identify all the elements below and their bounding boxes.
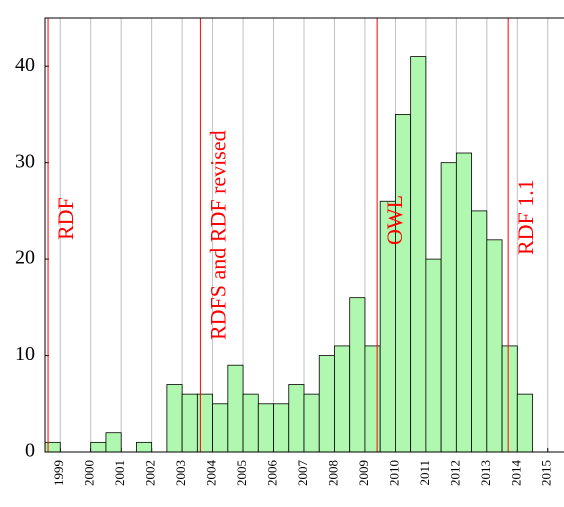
x-tick-label: 2013 xyxy=(478,460,493,486)
bar xyxy=(166,384,183,453)
x-tick-label: 2012 xyxy=(447,460,462,486)
x-tick-label: 2004 xyxy=(204,460,219,487)
x-tick-label: 2001 xyxy=(112,460,127,486)
plot-frame xyxy=(44,17,564,453)
bar xyxy=(105,432,122,453)
x-tick-label: 2015 xyxy=(539,460,554,486)
bar xyxy=(410,56,427,453)
x-tick-label: 2014 xyxy=(508,460,523,487)
x-tick-label: 2003 xyxy=(173,460,188,486)
y-tick-label: 0 xyxy=(25,440,35,462)
bar xyxy=(364,345,381,453)
bar xyxy=(303,393,320,453)
bar xyxy=(90,441,107,453)
bar xyxy=(349,297,366,453)
x-tick-label: 2010 xyxy=(386,460,401,486)
annotation-label: RDFS and RDF revised xyxy=(205,130,230,340)
bar xyxy=(318,355,335,453)
y-tick-label: 20 xyxy=(15,247,35,269)
y-tick-label: 30 xyxy=(15,150,35,172)
annotation-label: RDF xyxy=(53,197,78,240)
bar xyxy=(242,393,259,453)
x-tick-label: 2002 xyxy=(143,460,158,486)
annotation-label: RDF 1.1 xyxy=(513,179,538,255)
bar xyxy=(212,403,229,453)
bar xyxy=(501,345,518,453)
x-tick-label: 2005 xyxy=(234,460,249,486)
x-tick-label: 2011 xyxy=(417,460,432,486)
bar xyxy=(471,210,488,453)
bar xyxy=(257,403,274,453)
bar xyxy=(181,393,198,453)
annotation-label: OWL xyxy=(382,195,407,245)
x-tick-label: 2006 xyxy=(265,460,280,487)
bar xyxy=(395,114,412,453)
bar xyxy=(44,441,61,453)
x-tick-label: 2009 xyxy=(356,460,371,486)
y-tick-label: 10 xyxy=(15,343,35,365)
bar xyxy=(288,384,305,453)
bar xyxy=(227,364,244,453)
x-tick-label: 1999 xyxy=(51,460,66,486)
bar xyxy=(334,345,351,453)
bar xyxy=(455,152,472,453)
bar xyxy=(196,393,213,453)
x-tick-label: 2000 xyxy=(82,460,97,486)
bar xyxy=(486,239,503,453)
bar xyxy=(516,393,533,453)
y-tick-label: 40 xyxy=(15,54,35,76)
x-tick-label: 2008 xyxy=(325,460,340,486)
bar xyxy=(440,162,457,453)
bar xyxy=(425,258,442,453)
x-tick-label: 2007 xyxy=(295,460,310,487)
bar xyxy=(136,441,153,453)
bar xyxy=(273,403,290,453)
